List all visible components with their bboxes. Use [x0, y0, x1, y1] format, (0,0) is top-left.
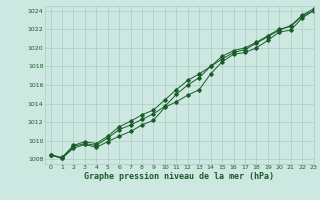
X-axis label: Graphe pression niveau de la mer (hPa): Graphe pression niveau de la mer (hPa)	[84, 172, 274, 181]
